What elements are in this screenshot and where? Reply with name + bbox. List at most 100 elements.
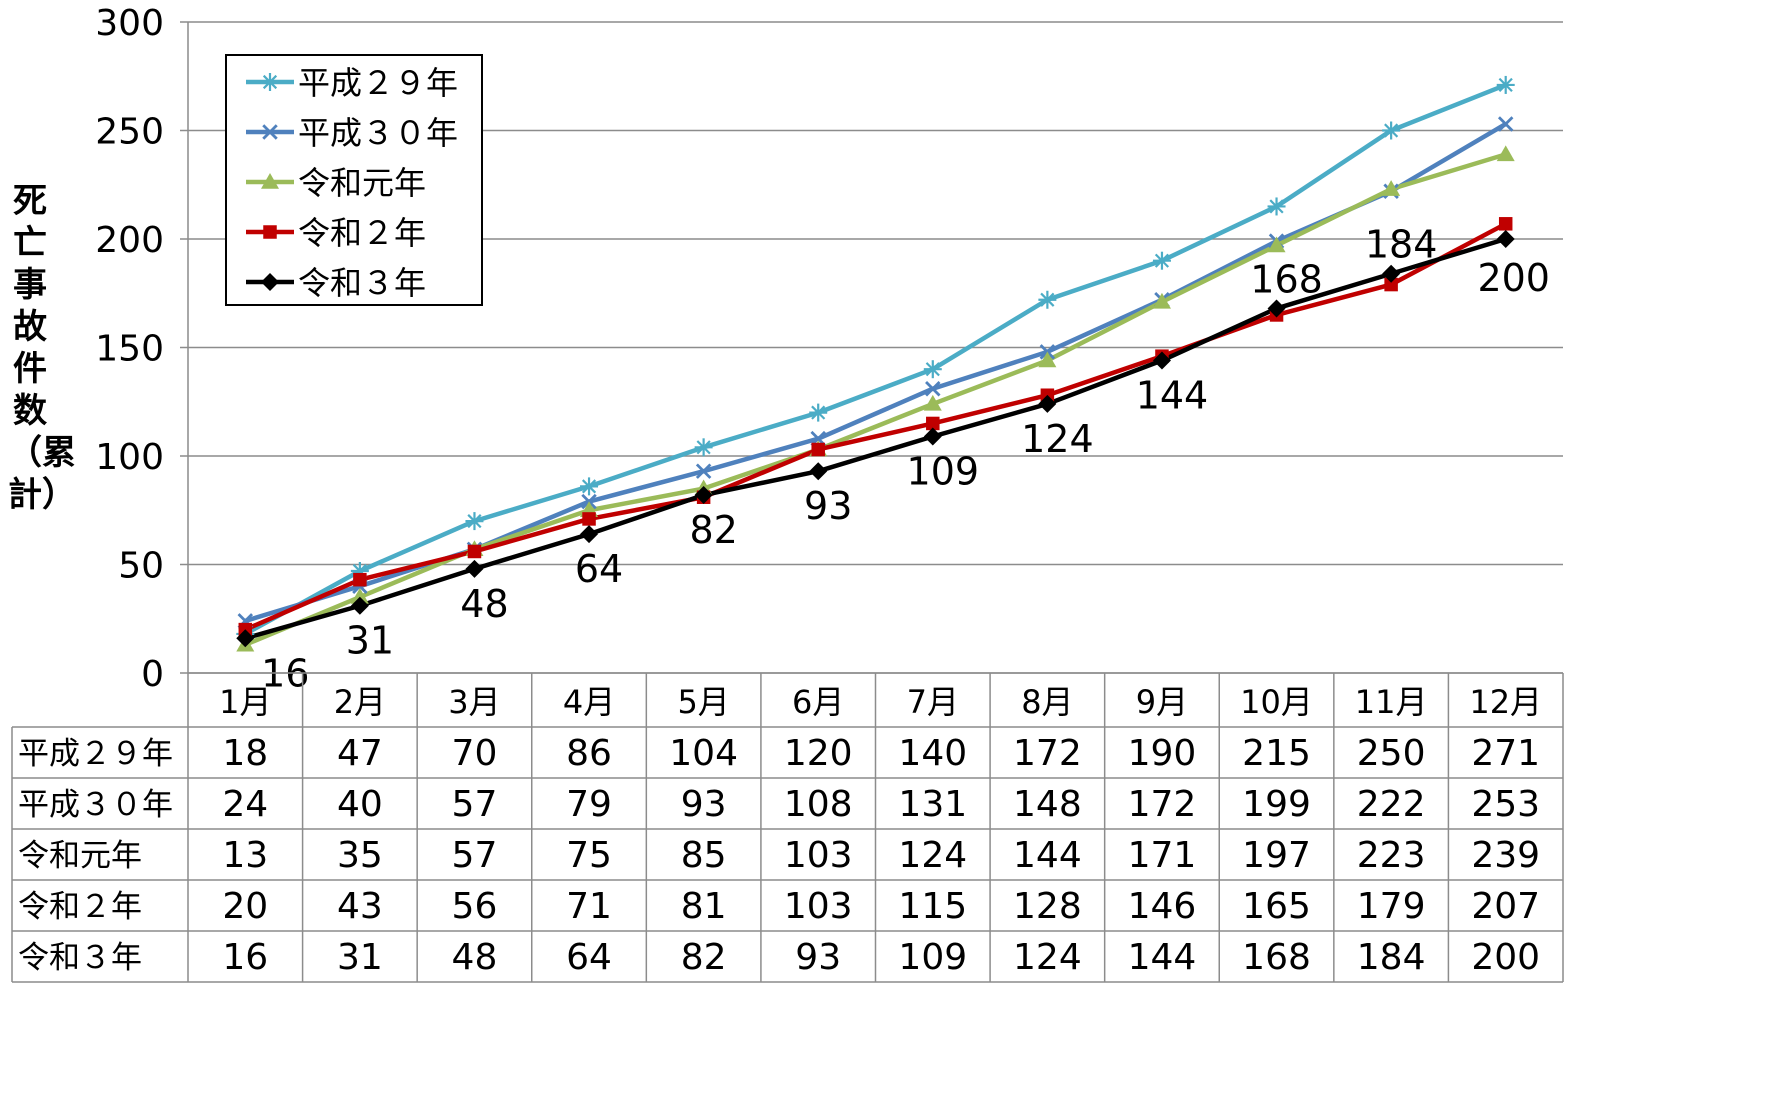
x-tick-label: 8月 xyxy=(1021,683,1073,721)
table-cell: 184 xyxy=(1357,937,1426,978)
data-label: 82 xyxy=(689,508,737,552)
data-label: 64 xyxy=(575,547,623,591)
data-label: 31 xyxy=(346,619,394,663)
table-cell: 120 xyxy=(784,733,853,774)
table-cell: 64 xyxy=(566,937,612,978)
x-tick-label: 5月 xyxy=(677,683,729,721)
table-cell: 31 xyxy=(337,937,383,978)
data-point xyxy=(1152,292,1171,309)
y-axis-label: 死亡事故件数（累計） xyxy=(8,181,76,515)
table-cell: 71 xyxy=(566,886,612,927)
data-point xyxy=(1382,180,1401,196)
table-cell: 47 xyxy=(337,733,383,774)
x-tick-label: 2月 xyxy=(334,683,386,721)
x-tick-label: 11月 xyxy=(1355,683,1428,721)
table-cell: 172 xyxy=(1013,733,1082,774)
table-cell: 200 xyxy=(1471,937,1540,978)
y-tick-label: 0 xyxy=(141,654,164,695)
data-point xyxy=(695,463,712,479)
data-point xyxy=(261,73,279,91)
table-row-header: 平成３０年 xyxy=(18,787,173,823)
x-tick-label: 10月 xyxy=(1240,683,1313,721)
table-cell: 124 xyxy=(898,835,967,876)
data-label: 93 xyxy=(804,484,852,528)
table-cell: 18 xyxy=(222,733,268,774)
data-point xyxy=(1382,121,1401,140)
y-tick-label: 50 xyxy=(118,546,164,587)
data-point xyxy=(1497,116,1514,132)
data-point xyxy=(925,380,941,397)
table-cell: 20 xyxy=(222,886,268,927)
series-lines xyxy=(244,82,1507,647)
data-label: 124 xyxy=(1021,417,1094,461)
y-tick-label: 300 xyxy=(95,3,164,44)
data-point xyxy=(1382,264,1401,283)
table-cell: 75 xyxy=(566,835,612,876)
data-point xyxy=(809,403,828,422)
table-cell: 13 xyxy=(222,835,268,876)
table-cell: 108 xyxy=(784,784,853,825)
table-cell: 115 xyxy=(898,886,967,927)
data-point xyxy=(1267,197,1286,216)
table-cell: 109 xyxy=(898,937,967,978)
data-point xyxy=(261,173,279,189)
data-point xyxy=(1496,75,1515,94)
data-point xyxy=(1496,145,1515,162)
data-point xyxy=(1152,351,1171,370)
table-cell: 140 xyxy=(898,733,967,774)
table-cell: 239 xyxy=(1471,835,1540,876)
table-cell: 146 xyxy=(1128,886,1197,927)
table-cell: 197 xyxy=(1242,835,1311,876)
data-point xyxy=(350,596,369,615)
table-cell: 93 xyxy=(681,784,727,825)
table-cell: 103 xyxy=(784,886,853,927)
table-cell: 168 xyxy=(1242,937,1311,978)
table-row-header: 平成２９年 xyxy=(18,736,173,772)
table-cell: 165 xyxy=(1242,886,1311,927)
table-cell: 148 xyxy=(1013,784,1082,825)
table-cell: 35 xyxy=(337,835,383,876)
table-row-header: 令和３年 xyxy=(18,940,142,976)
data-label: 144 xyxy=(1136,374,1209,418)
data-point xyxy=(353,572,367,587)
table-cell: 104 xyxy=(669,733,738,774)
table-cell: 215 xyxy=(1242,733,1311,774)
data-label: 109 xyxy=(907,449,980,493)
legend-entry: 令和３年 xyxy=(298,264,426,302)
data-point xyxy=(809,462,828,481)
y-axis-ticks: 0 50 100 150 200 250 300 xyxy=(95,3,164,695)
table-cell: 131 xyxy=(898,784,967,825)
legend-entry: 平成３０年 xyxy=(298,114,458,152)
table-cell: 103 xyxy=(784,835,853,876)
data-point xyxy=(1038,351,1057,368)
data-point xyxy=(261,273,279,291)
legend-entry: 令和元年 xyxy=(298,164,426,202)
data-point xyxy=(1267,299,1286,318)
table-cell: 124 xyxy=(1013,937,1082,978)
data-point xyxy=(582,512,596,526)
table-cell: 43 xyxy=(337,886,383,927)
table-cell: 250 xyxy=(1357,733,1426,774)
x-tick-label: 1月 xyxy=(219,683,271,721)
table-cell: 207 xyxy=(1471,886,1540,927)
x-tick-label: 9月 xyxy=(1136,683,1188,721)
data-point xyxy=(467,544,482,559)
data-point xyxy=(1384,277,1398,292)
table-cell: 190 xyxy=(1128,733,1197,774)
y-tick-label: 150 xyxy=(95,329,164,370)
table-row-header: 令和元年 xyxy=(18,838,142,874)
data-point xyxy=(694,438,713,457)
data-label: 200 xyxy=(1477,256,1550,300)
table-cell: 179 xyxy=(1357,886,1426,927)
legend-entry: 令和２年 xyxy=(298,214,426,252)
y-tick-label: 250 xyxy=(95,112,164,153)
data-point xyxy=(465,559,484,578)
table-cell: 40 xyxy=(337,784,383,825)
x-tick-label: 12月 xyxy=(1469,683,1542,721)
series-markers xyxy=(236,75,1515,652)
table-cell: 144 xyxy=(1013,835,1082,876)
table-cell: 93 xyxy=(795,937,841,978)
